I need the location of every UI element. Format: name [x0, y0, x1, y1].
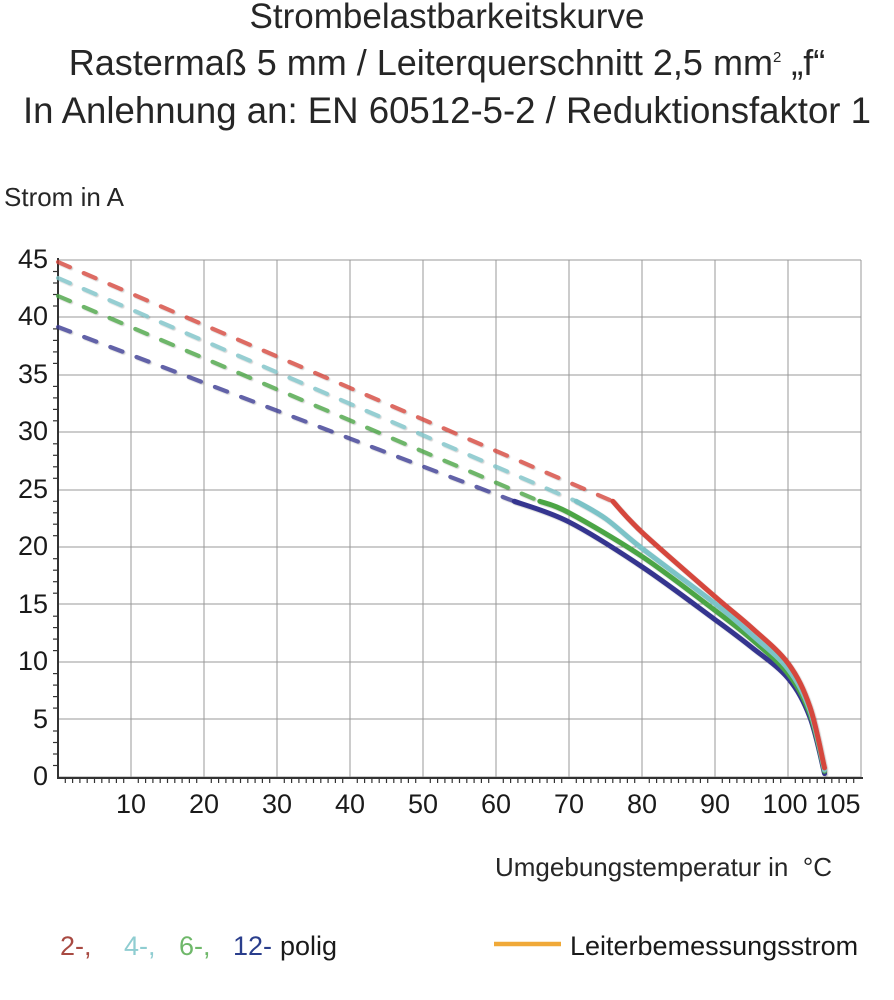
svg-text:30: 30: [18, 416, 48, 446]
svg-text:10: 10: [18, 646, 48, 676]
svg-text:12-: 12-: [233, 931, 272, 961]
svg-text:Leiterbemessungsstrom: Leiterbemessungsstrom: [570, 931, 858, 961]
svg-text:100: 100: [762, 789, 807, 819]
svg-text:6-,: 6-,: [179, 931, 211, 961]
svg-text:50: 50: [408, 789, 438, 819]
svg-text:90: 90: [700, 789, 730, 819]
svg-text:40: 40: [18, 301, 48, 331]
svg-text:70: 70: [554, 789, 584, 819]
svg-text:polig: polig: [280, 931, 337, 961]
svg-text:4-,: 4-,: [124, 931, 156, 961]
svg-text:105: 105: [815, 789, 860, 819]
svg-text:10: 10: [116, 789, 146, 819]
svg-text:2-,: 2-,: [60, 931, 92, 961]
svg-text:80: 80: [627, 789, 657, 819]
svg-text:45: 45: [18, 244, 48, 274]
svg-text:40: 40: [335, 789, 365, 819]
svg-text:15: 15: [18, 589, 48, 619]
svg-text:20: 20: [189, 789, 219, 819]
svg-text:20: 20: [18, 531, 48, 561]
svg-text:5: 5: [33, 704, 48, 734]
svg-text:60: 60: [481, 789, 511, 819]
svg-text:25: 25: [18, 474, 48, 504]
svg-text:35: 35: [18, 359, 48, 389]
svg-text:0: 0: [33, 761, 48, 791]
svg-text:30: 30: [262, 789, 292, 819]
